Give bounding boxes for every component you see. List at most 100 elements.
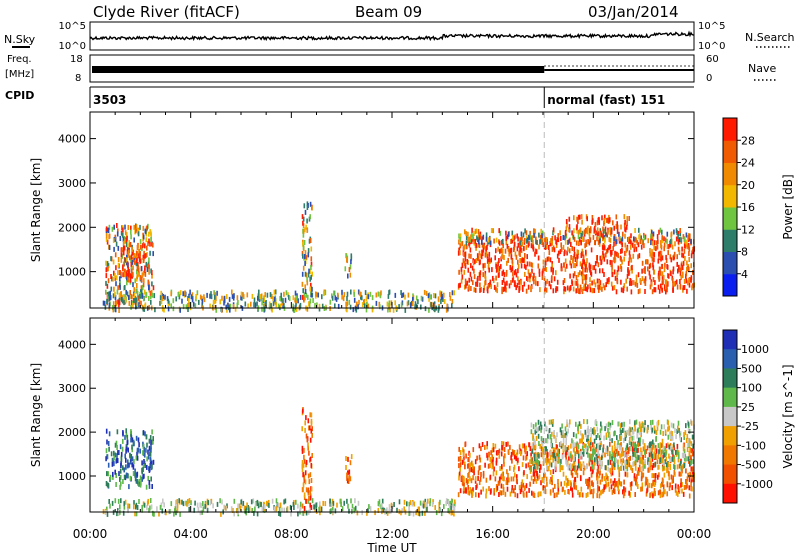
return-cell <box>467 236 470 242</box>
return-cell <box>460 269 463 275</box>
return-cell <box>644 463 646 469</box>
return-cell <box>662 454 664 460</box>
return-cell <box>611 272 614 277</box>
return-cell <box>573 455 575 461</box>
return-cell <box>342 296 345 302</box>
return-cell <box>199 510 202 516</box>
return-cell <box>654 280 656 286</box>
return-cell <box>563 480 566 486</box>
return-cell <box>144 452 146 458</box>
return-cell <box>306 205 309 210</box>
return-cell <box>590 466 592 472</box>
return-cell <box>627 236 629 242</box>
return-cell <box>620 238 622 244</box>
freq-trace <box>92 65 694 73</box>
y-tick-label: 3000 <box>58 177 86 190</box>
return-cell <box>616 228 619 234</box>
return-cell <box>466 259 469 264</box>
return-cell <box>152 436 154 442</box>
return-cell <box>331 293 333 299</box>
return-cell <box>467 478 470 484</box>
return-cell <box>474 287 477 293</box>
return-cell <box>377 508 380 513</box>
return-cell <box>219 498 221 504</box>
return-cell <box>474 476 477 482</box>
return-cell <box>655 455 657 460</box>
return-cell <box>635 444 638 450</box>
return-cell <box>472 487 474 493</box>
return-cell <box>654 461 657 467</box>
return-cell <box>305 272 308 278</box>
return-cell <box>313 504 316 510</box>
return-cell <box>600 432 602 438</box>
return-cell <box>470 286 472 291</box>
return-cell <box>557 458 559 464</box>
return-cell <box>544 472 546 478</box>
return-cell <box>179 511 181 517</box>
return-cell <box>514 234 516 240</box>
return-cell <box>581 451 584 457</box>
return-cell <box>136 479 139 484</box>
return-cell <box>530 285 532 291</box>
return-cell <box>388 289 391 295</box>
return-cell <box>563 286 565 292</box>
return-cell <box>144 302 147 308</box>
return-cell <box>309 214 311 220</box>
return-cell <box>665 456 667 462</box>
return-cell <box>635 246 638 252</box>
return-cell <box>551 451 553 457</box>
return-cell <box>579 430 582 436</box>
return-cell <box>112 301 115 307</box>
return-cell <box>329 501 331 507</box>
return-cell <box>573 228 575 234</box>
return-cell <box>677 425 679 431</box>
return-cell <box>611 269 613 274</box>
return-cell <box>499 248 501 254</box>
return-cell <box>123 467 125 473</box>
return-cell <box>463 476 465 482</box>
return-cell <box>137 231 140 237</box>
return-cell <box>189 302 191 307</box>
return-cell <box>578 421 581 427</box>
return-cell <box>691 486 693 492</box>
return-cell <box>651 256 654 262</box>
return-cell <box>452 508 455 514</box>
return-cell <box>682 285 685 291</box>
return-cell <box>488 486 490 492</box>
return-cell <box>161 296 164 302</box>
return-cell <box>629 482 632 488</box>
return-cell <box>519 448 522 454</box>
return-cell <box>589 267 591 273</box>
return-cell <box>375 300 378 306</box>
return-cell <box>594 261 597 267</box>
return-cell <box>454 499 456 505</box>
return-cell <box>113 455 115 461</box>
return-cell <box>143 250 145 256</box>
return-cell <box>305 224 307 230</box>
return-cell <box>302 472 304 478</box>
return-cell <box>664 279 667 285</box>
return-cell <box>145 484 148 490</box>
return-cell <box>608 431 611 437</box>
return-cell <box>553 433 555 439</box>
return-cell <box>639 288 641 294</box>
return-cell <box>387 293 390 299</box>
return-cell <box>475 242 478 248</box>
return-cell <box>581 279 584 285</box>
return-cell <box>492 275 494 281</box>
return-cell <box>346 296 348 301</box>
return-cell <box>110 256 112 262</box>
return-cell <box>130 437 132 443</box>
return-cell <box>575 275 578 280</box>
return-cell <box>686 288 688 294</box>
return-cell <box>103 300 106 306</box>
return-cell <box>152 510 154 516</box>
return-cell <box>521 462 524 468</box>
return-cell <box>640 427 642 433</box>
return-cell <box>536 458 539 464</box>
return-cell <box>522 455 525 461</box>
return-cell <box>105 428 108 434</box>
return-cell <box>311 498 314 504</box>
return-cell <box>136 266 139 271</box>
